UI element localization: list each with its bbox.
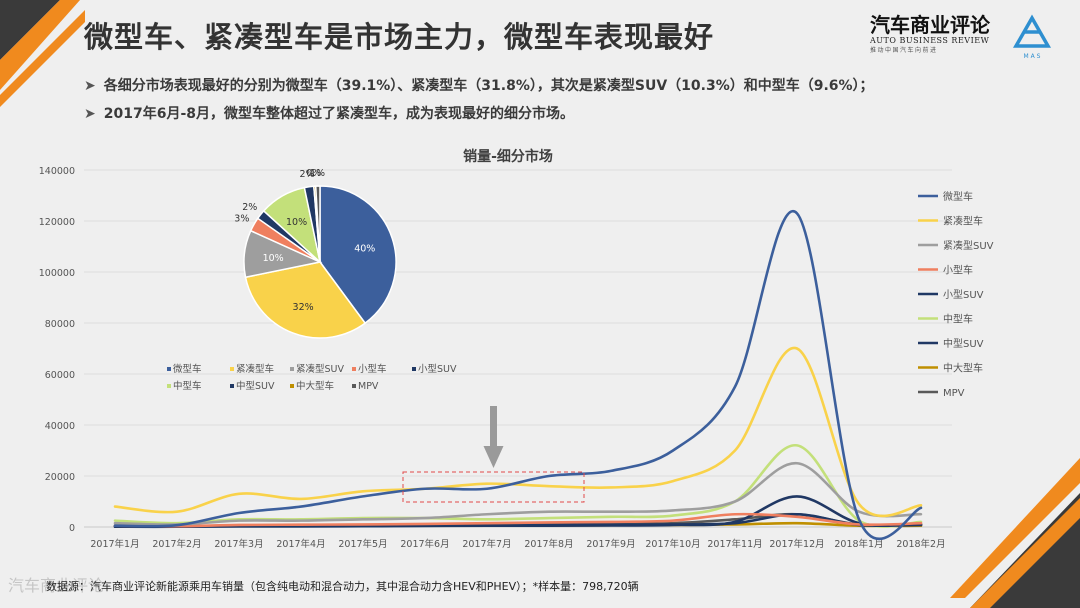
- legend-label: 中型SUV: [943, 337, 984, 350]
- pie-legend-swatch: [167, 367, 171, 371]
- pie-slice-中型车: [262, 186, 322, 265]
- pie-legend-label: 微型车: [173, 363, 202, 375]
- brand-tagline: 推动中国汽车向前进: [870, 47, 938, 54]
- legend-label: 紧凑型车: [943, 215, 983, 228]
- pie-data-label: 3%: [234, 213, 249, 224]
- pie-legend-label: 中大型车: [296, 380, 334, 392]
- x-tick-label: 2017年9月: [586, 538, 635, 550]
- y-tick-label: 0: [69, 523, 75, 534]
- x-tick-label: 2017年1月: [90, 538, 139, 550]
- legend-label: MPV: [943, 388, 965, 399]
- pie-slice-中型SUV: [303, 185, 321, 263]
- arrow-bullet-icon: ➤: [84, 106, 96, 122]
- x-tick-label: 2017年12月: [769, 538, 824, 550]
- series-line-小型车: [113, 512, 923, 528]
- pie-legend-label: 中型SUV: [236, 380, 275, 392]
- pie-slice-中大型车: [313, 185, 321, 263]
- legend-label: 紧凑型SUV: [943, 239, 994, 252]
- pie-data-label: 10%: [286, 217, 307, 228]
- y-tick-label: 120000: [39, 217, 75, 228]
- series-line-中型车: [113, 444, 923, 528]
- series-line-MPV: [113, 512, 923, 528]
- series-line-中大型车: [113, 521, 923, 528]
- x-tick-label: 2017年4月: [276, 538, 325, 550]
- pie-legend-swatch: [290, 384, 294, 388]
- data-source-note: 数据源：汽车商业评论新能源乘用车销量（包含纯电动和混合动力，其中混合动力含HEV…: [46, 580, 639, 593]
- x-tick-label: 2017年5月: [338, 538, 387, 550]
- pie-legend-swatch: [167, 384, 171, 388]
- pie-slice-紧凑型车: [244, 261, 367, 339]
- pie-legend-swatch: [230, 367, 234, 371]
- pie-slice-微型车: [319, 185, 397, 325]
- series-line-紧凑型车: [113, 346, 923, 518]
- series-line-微型车: [113, 209, 923, 540]
- pie-legend-swatch: [230, 384, 234, 388]
- pie-data-label: 2%: [300, 169, 315, 180]
- annotation-arrow-shaft: [490, 406, 497, 448]
- pie-data-label: 40%: [354, 243, 375, 254]
- pie-legend-swatch: [290, 367, 294, 371]
- arrow-bullet-icon: ➤: [84, 78, 96, 94]
- pie-data-label: 32%: [293, 302, 314, 313]
- series-line-中型SUV: [113, 495, 923, 529]
- pie-data-label: 1%: [310, 168, 325, 179]
- x-tick-label: 2017年7月: [462, 538, 511, 550]
- y-tick-label: 20000: [45, 472, 75, 483]
- pie-data-label: 2%: [242, 202, 257, 213]
- pie-legend-label: MPV: [358, 381, 379, 392]
- bullet-text: 2017年6月-8月，微型车整体超过了紧凑型车，成为表现最好的细分市场。: [103, 106, 574, 122]
- x-tick-label: 2017年11月: [707, 538, 762, 550]
- pie-slice-紧凑型SUV: [243, 229, 323, 279]
- pie-legend-label: 小型车: [358, 363, 387, 375]
- y-tick-label: 60000: [45, 370, 75, 381]
- chart-title: 销量-细分市场: [463, 148, 553, 165]
- y-tick-label: 40000: [45, 421, 75, 432]
- pie-legend-label: 中型车: [173, 380, 202, 392]
- x-tick-label: 2017年3月: [214, 538, 263, 550]
- bullet-item: ➤ 各细分市场表现最好的分别为微型车（39.1%）、紧凑型车（31.8%），其次是…: [84, 72, 874, 100]
- pie-data-label: 0%: [306, 168, 321, 179]
- series-line-小型SUV: [113, 512, 923, 528]
- pie-legend-swatch: [352, 384, 356, 388]
- legend-label: 中大型车: [943, 362, 983, 375]
- bullet-list: ➤ 各细分市场表现最好的分别为微型车（39.1%）、紧凑型车（31.8%），其次是…: [84, 72, 874, 128]
- pie-legend-label: 紧凑型SUV: [296, 363, 344, 375]
- mas-logo: M A S: [1012, 14, 1052, 60]
- bullet-text: 各细分市场表现最好的分别为微型车（39.1%）、紧凑型车（31.8%），其次是紧…: [103, 78, 874, 94]
- brand-logo: 汽车商业评论 AUTO BUSINESS REVIEW 推动中国汽车向前进: [870, 14, 1000, 54]
- x-tick-label: 2018年1月: [834, 538, 883, 550]
- bullet-item: ➤ 2017年6月-8月，微型车整体超过了紧凑型车，成为表现最好的细分市场。: [84, 100, 874, 128]
- y-tick-label: 100000: [39, 268, 75, 279]
- legend-label: 中型车: [943, 313, 973, 326]
- x-tick-label: 2018年2月: [896, 538, 945, 550]
- corner-decoration-top-left: [0, 0, 85, 107]
- pie-slice-小型SUV: [256, 209, 321, 263]
- watermark: 汽车商业评论: [8, 576, 105, 595]
- legend-label: 微型车: [943, 190, 973, 203]
- mas-logo-text: M A S: [1024, 53, 1041, 60]
- corner-decoration-bottom-right: [950, 458, 1080, 608]
- annotation-arrow-head-icon: [483, 446, 504, 468]
- pie-data-label: 10%: [263, 253, 284, 264]
- series-line-紧凑型SUV: [113, 461, 923, 526]
- x-tick-label: 2017年10月: [645, 538, 700, 550]
- pie-legend-swatch: [412, 367, 416, 371]
- y-tick-label: 80000: [45, 319, 75, 330]
- highlight-box: [402, 471, 585, 503]
- pie-legend-label: 小型SUV: [418, 364, 457, 375]
- legend-label: 小型车: [943, 264, 973, 277]
- x-tick-label: 2017年6月: [400, 538, 449, 550]
- pie-slice-MPV: [314, 185, 321, 263]
- pie-legend-label: 紧凑型车: [236, 363, 274, 375]
- brand-name-cn: 汽车商业评论: [870, 13, 990, 37]
- page-title: 微型车、紧凑型车是市场主力，微型车表现最好: [84, 20, 715, 54]
- legend-label: 小型SUV: [943, 288, 984, 301]
- brand-name-en: AUTO BUSINESS REVIEW: [870, 36, 990, 45]
- x-tick-label: 2017年8月: [524, 538, 573, 550]
- y-tick-label: 140000: [39, 166, 75, 177]
- x-tick-label: 2017年2月: [152, 538, 201, 550]
- pie-slice-小型车: [249, 217, 321, 263]
- pie-legend-swatch: [352, 367, 356, 371]
